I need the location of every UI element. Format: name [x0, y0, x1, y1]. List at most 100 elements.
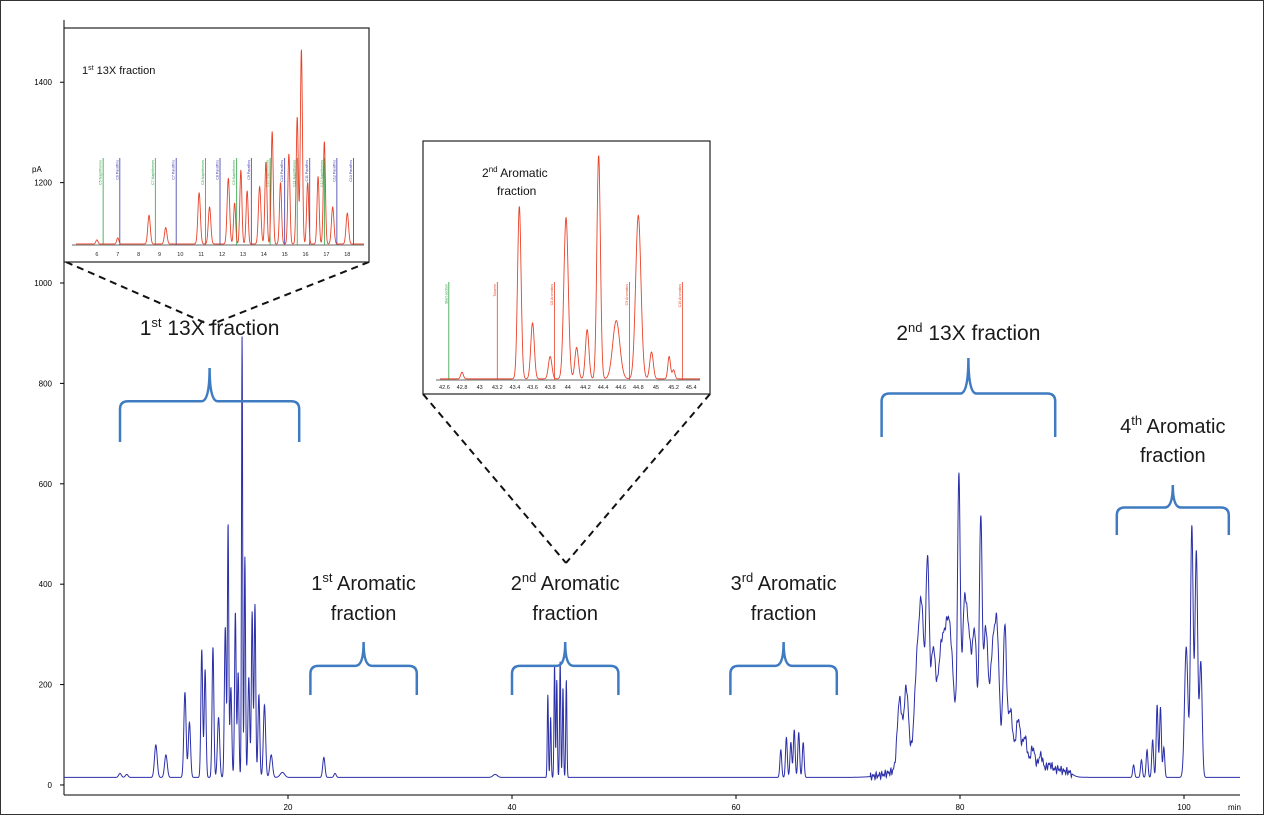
x-tick-label: 100 — [1177, 803, 1191, 812]
annotation-second-13x-line0: 2nd 13X fraction — [896, 320, 1040, 345]
y-tick-label: 400 — [39, 580, 53, 589]
annotation-third-aromatic-line1: fraction — [751, 603, 817, 625]
inset-x-tick-label: 42.8 — [457, 385, 468, 391]
inset-marker-label: C11 Paraffins — [305, 160, 309, 182]
inset-x-tick-label: 43 — [477, 385, 483, 391]
inset-marker-label: C10 Aromatics — [678, 284, 682, 308]
inset-marker-label: C9 Aromatics — [625, 284, 629, 306]
inset-13x-title-text: 1st 13X fraction — [82, 65, 155, 77]
inset-x-tick-label: 45.4 — [686, 385, 697, 391]
inset-x-tick-label: 8 — [137, 252, 140, 258]
chromatogram-trace — [64, 336, 1240, 782]
inset-marker-label: C5 Naphthenes — [99, 160, 103, 185]
inset-x-tick-label: 10 — [177, 252, 183, 258]
connector-13x-right — [209, 261, 370, 326]
brace-second-aromatic — [510, 641, 620, 695]
annotation-second-aromatic-line1: fraction — [532, 603, 598, 625]
inset-x-tick-label: 11 — [198, 252, 204, 258]
inset-marker-label: C12 Naphthenes — [320, 160, 324, 187]
inset-13x-title-main: 1 — [82, 65, 88, 77]
inset-marker-label: C12 Paraffins — [332, 160, 336, 182]
annotation-first-13x-line0: 1st 13X fraction — [140, 315, 280, 340]
inset-x-tick-label: 43.8 — [545, 385, 556, 391]
inset-connectors — [65, 261, 711, 564]
inset-marker-label: C8 Aromatics — [550, 284, 554, 306]
inset-x-tick-label: 44 — [565, 385, 571, 391]
connector-13x-left — [65, 261, 211, 326]
inset-marker-label: C9 Paraffins — [247, 160, 251, 180]
inset-x-tick-label: 44.4 — [598, 385, 609, 391]
inset-aromatic-frame — [422, 140, 711, 395]
inset-x-tick-label: 43.6 — [527, 385, 538, 391]
x-tick-label: 40 — [508, 803, 517, 812]
inset-aromatic-title-line2: fraction — [497, 184, 536, 198]
y-tick-label: 1000 — [34, 279, 52, 288]
inset-x-tick-label: 18 — [344, 252, 350, 258]
inset-marker-label: C10 Naphthenes — [266, 160, 270, 187]
inset-trace — [76, 49, 364, 245]
inset-x-tick-label: 13 — [240, 252, 246, 258]
annotation-second-aromatic-line0: 2nd Aromatic — [511, 570, 620, 595]
inset-13x-title: 1st 13X fraction — [82, 65, 155, 77]
inset-marker-label: C10 Paraffins — [280, 160, 284, 182]
inset-marker-label: C8 Naphthenes — [201, 160, 205, 185]
inset-x-tick-label: 7 — [116, 252, 119, 258]
inset-13x-chart: 1st 13X fraction 6 7 8 9 10 11 12 13 14 15 16 17 18 C… — [63, 27, 370, 263]
inset-marker-label: C9 Naphthenes — [232, 160, 236, 185]
inset-x-tick-label: 45.2 — [668, 385, 679, 391]
inset-marker-label: C8 Paraffins — [216, 160, 220, 180]
y-tick-label: 800 — [39, 379, 53, 388]
inset-marker-label: Toluene — [493, 284, 497, 297]
inset-x-tick-label: 44.8 — [633, 385, 644, 391]
inset-x-tick-label: 15 — [282, 252, 288, 258]
inset-marker-label: C7 Naphthenes — [151, 160, 155, 185]
annotation-first-aromatic-line0: 1st Aromatic — [311, 570, 416, 595]
inset-x-tick-label: 9 — [158, 252, 161, 258]
inset-x-tick-label: 14 — [261, 252, 267, 258]
inset-aromatic-title-rest: Aromatic — [498, 166, 548, 180]
brace-fourth-aromatic — [1115, 484, 1231, 535]
inset-13x-plot: 6 7 8 9 10 11 12 13 14 15 16 17 18 C5 Naphthenes C6 Pa… — [72, 49, 364, 258]
brace-third-aromatic — [729, 641, 839, 695]
inset-aromatic-chart: 2nd Aromatic fraction 42.6 42.8 43 43.2 43.4… — [422, 140, 711, 395]
inset-marker-label: C7 Paraffins — [172, 160, 176, 180]
inset-x-tick-label: 6 — [95, 252, 98, 258]
annotation-fourth-aromatic-line0: 4th Aromatic — [1120, 413, 1225, 438]
inset-x-tick-label: 43.4 — [510, 385, 521, 391]
inset-aromatic-title-main: 2 — [482, 166, 489, 180]
inset-trace — [440, 155, 700, 380]
inset-x-tick-label: 12 — [219, 252, 225, 258]
fraction-annotations: 1st 13X fraction 1st Aromatic fraction 2nd … — [118, 315, 1231, 695]
inset-marker-label: Start section — [444, 284, 448, 304]
x-tick-label: 20 — [284, 803, 293, 812]
y-tick-label: 1400 — [34, 78, 52, 87]
annotation-fourth-aromatic-line1: fraction — [1140, 445, 1206, 467]
x-ticks: 20 40 60 80 100 — [284, 795, 1191, 812]
brace-first-13x — [118, 367, 301, 442]
inset-x-tick-label: 45 — [653, 385, 659, 391]
x-tick-label: 60 — [732, 803, 741, 812]
inset-x-tick-label: 17 — [323, 252, 329, 258]
brace-first-aromatic — [309, 641, 419, 695]
connector-aromatic-right — [565, 393, 711, 564]
inset-marker-label: C11 Naphthenes — [293, 160, 297, 187]
inset-13x-title-sup: st — [88, 65, 94, 72]
inset-x-tick-label: 42.6 — [439, 385, 450, 391]
inset-marker-label: C13 Paraffins — [349, 160, 353, 182]
inset-13x-title-rest: 13X fraction — [94, 65, 156, 77]
inset-marker-label: C6 Paraffins — [115, 160, 119, 180]
brace-second-13x — [880, 357, 1057, 437]
inset-x-tick-label: 43.2 — [492, 385, 503, 391]
inset-aromatic-title-sup: nd — [489, 165, 498, 174]
inset-x-tick-label: 44.2 — [580, 385, 591, 391]
y-tick-label: 0 — [48, 781, 53, 790]
inset-aromatic-plot: 42.6 42.8 43 43.2 43.4 43.6 43.8 44 44.2 44.4 44.6… — [436, 155, 700, 391]
y-ticks: 0 200 400 600 800 1000 1200 1400 — [34, 78, 64, 790]
inset-x-tick-label: 16 — [303, 252, 309, 258]
connector-aromatic-left — [422, 393, 567, 564]
x-axis-unit: min — [1228, 803, 1241, 812]
y-tick-label: 600 — [39, 480, 53, 489]
annotation-first-aromatic-line1: fraction — [331, 603, 397, 625]
annotation-third-aromatic-line0: 3rd Aromatic — [731, 570, 837, 595]
